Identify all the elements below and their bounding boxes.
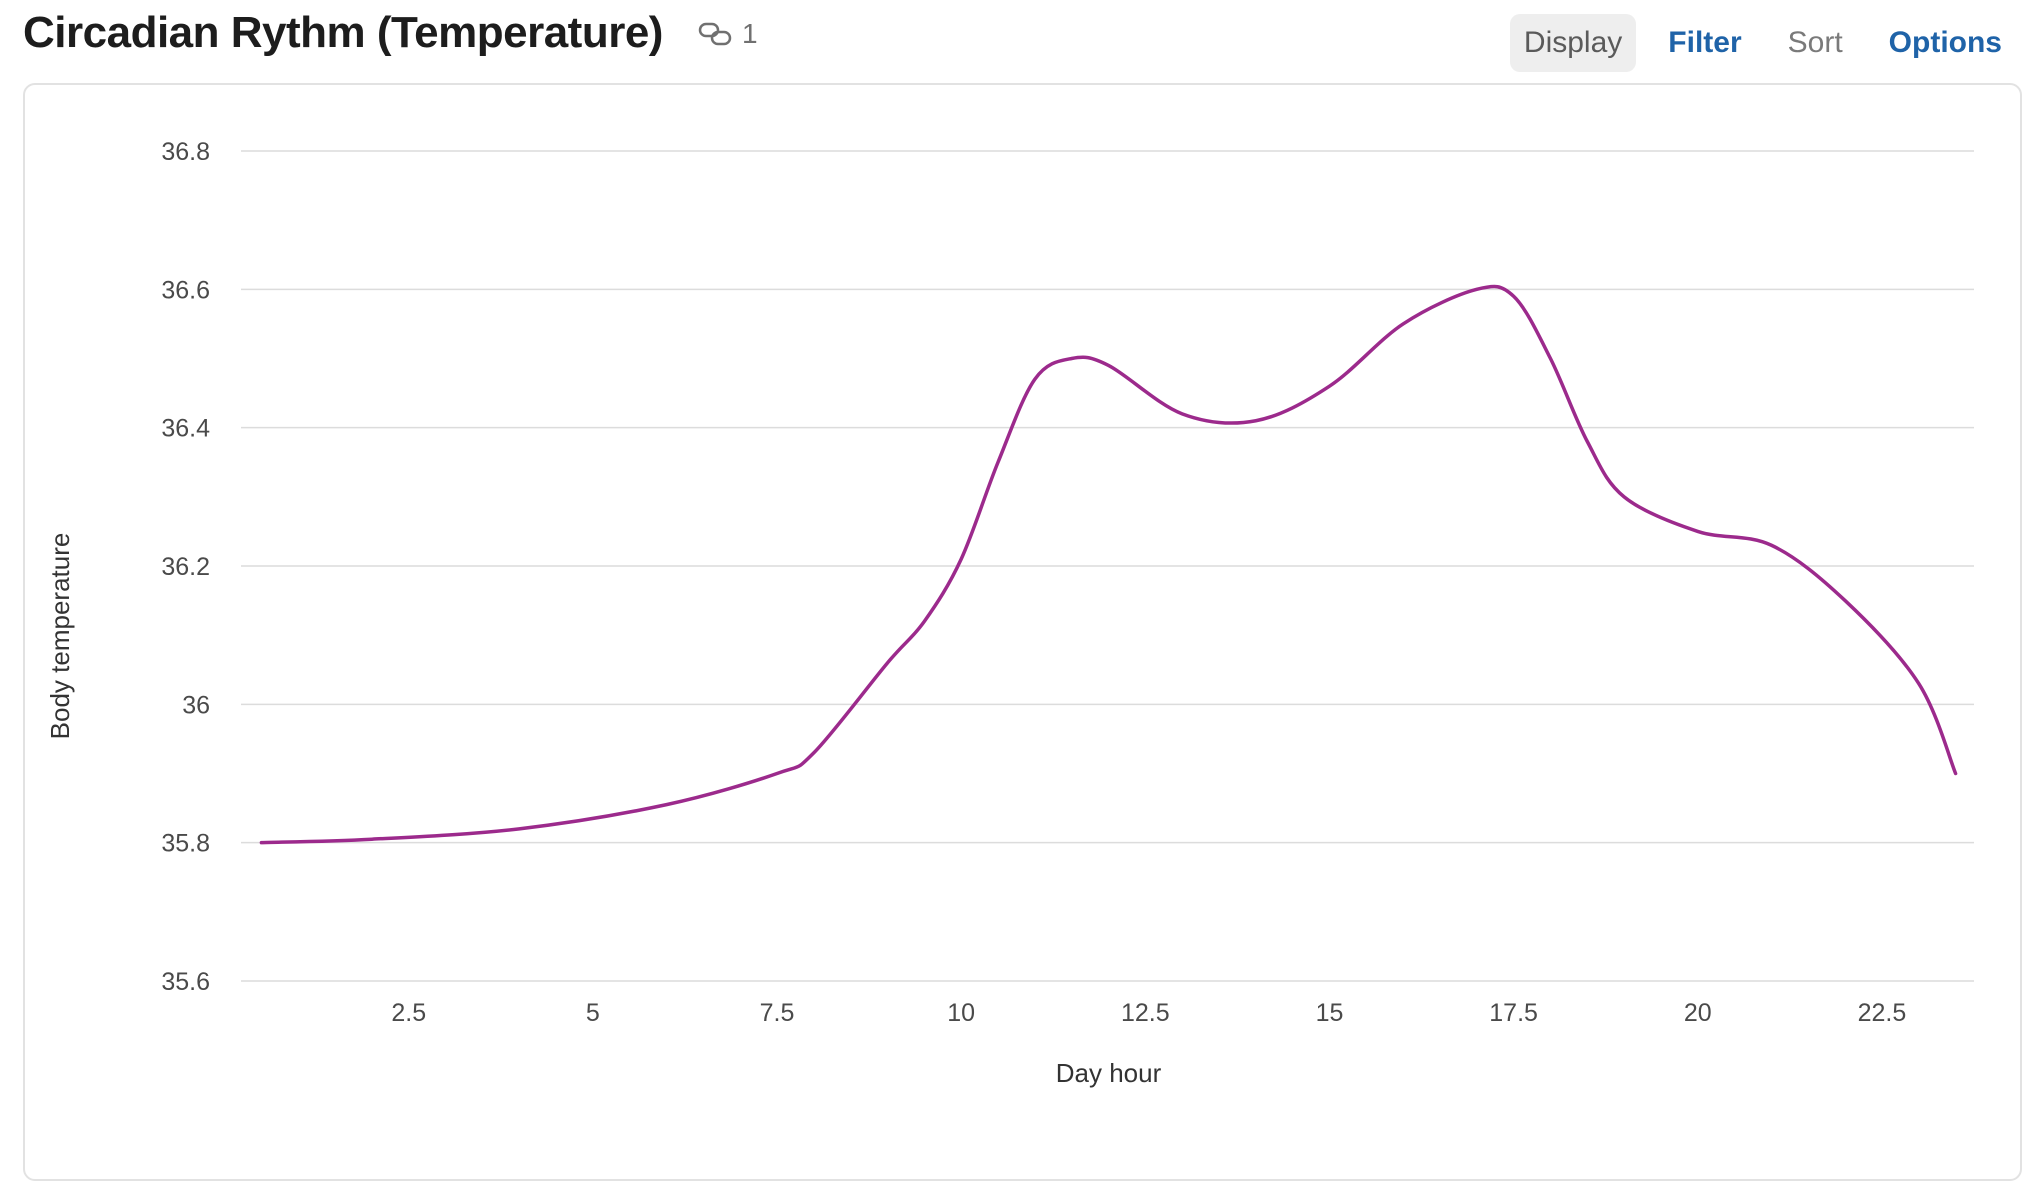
header: Circadian Rythm (Temperature) 1 Display … — [0, 0, 2034, 80]
y-tick-label: 36 — [182, 691, 210, 719]
page-title: Circadian Rythm (Temperature) — [23, 8, 663, 57]
link-icon — [698, 21, 732, 47]
x-tick-label: 22.5 — [1858, 999, 1907, 1027]
link-count: 1 — [742, 18, 758, 49]
options-button[interactable]: Options — [1888, 26, 2002, 59]
grid-lines — [241, 150, 1974, 982]
linked-count[interactable]: 1 — [698, 18, 758, 50]
series-line — [259, 284, 1958, 845]
x-tick-label: 12.5 — [1121, 999, 1170, 1027]
filter-button[interactable]: Filter — [1668, 26, 1742, 59]
line-chart: 35.6 35.8 36 36.2 36.4 36.6 36.8 2.5 5 7.5 10 12.5… — [45, 138, 1974, 1088]
x-tick-label: 17.5 — [1489, 999, 1538, 1027]
y-axis-title: Body temperature — [45, 533, 75, 740]
x-tick-label: 15 — [1316, 999, 1344, 1027]
y-tick-label: 35.8 — [161, 830, 210, 858]
x-tick-label: 7.5 — [760, 999, 795, 1027]
chart-panel: 35.6 35.8 36 36.2 36.4 36.6 36.8 2.5 5 7.5 10 12.5… — [23, 83, 2022, 1181]
y-tick-label: 36.6 — [161, 276, 210, 304]
x-tick-label: 2.5 — [391, 999, 426, 1027]
x-tick-label: 5 — [586, 999, 600, 1027]
x-tick-label: 10 — [947, 999, 975, 1027]
chart-toolbar: Display Filter Sort Options — [1509, 14, 2016, 72]
y-tick-label: 35.6 — [161, 968, 210, 996]
series-layer — [259, 284, 1958, 845]
x-axis-ticks: 2.5 5 7.5 10 12.5 15 17.5 20 22.5 — [391, 999, 1906, 1027]
display-button[interactable]: Display — [1509, 14, 1637, 72]
y-axis-ticks: 35.6 35.8 36 36.2 36.4 36.6 36.8 — [161, 138, 210, 996]
sort-button[interactable]: Sort — [1787, 26, 1843, 59]
y-tick-label: 36.2 — [161, 553, 210, 581]
y-tick-label: 36.8 — [161, 138, 210, 166]
x-tick-label: 20 — [1684, 999, 1712, 1027]
x-axis-title: Day hour — [1056, 1058, 1162, 1088]
y-tick-label: 36.4 — [161, 415, 210, 443]
